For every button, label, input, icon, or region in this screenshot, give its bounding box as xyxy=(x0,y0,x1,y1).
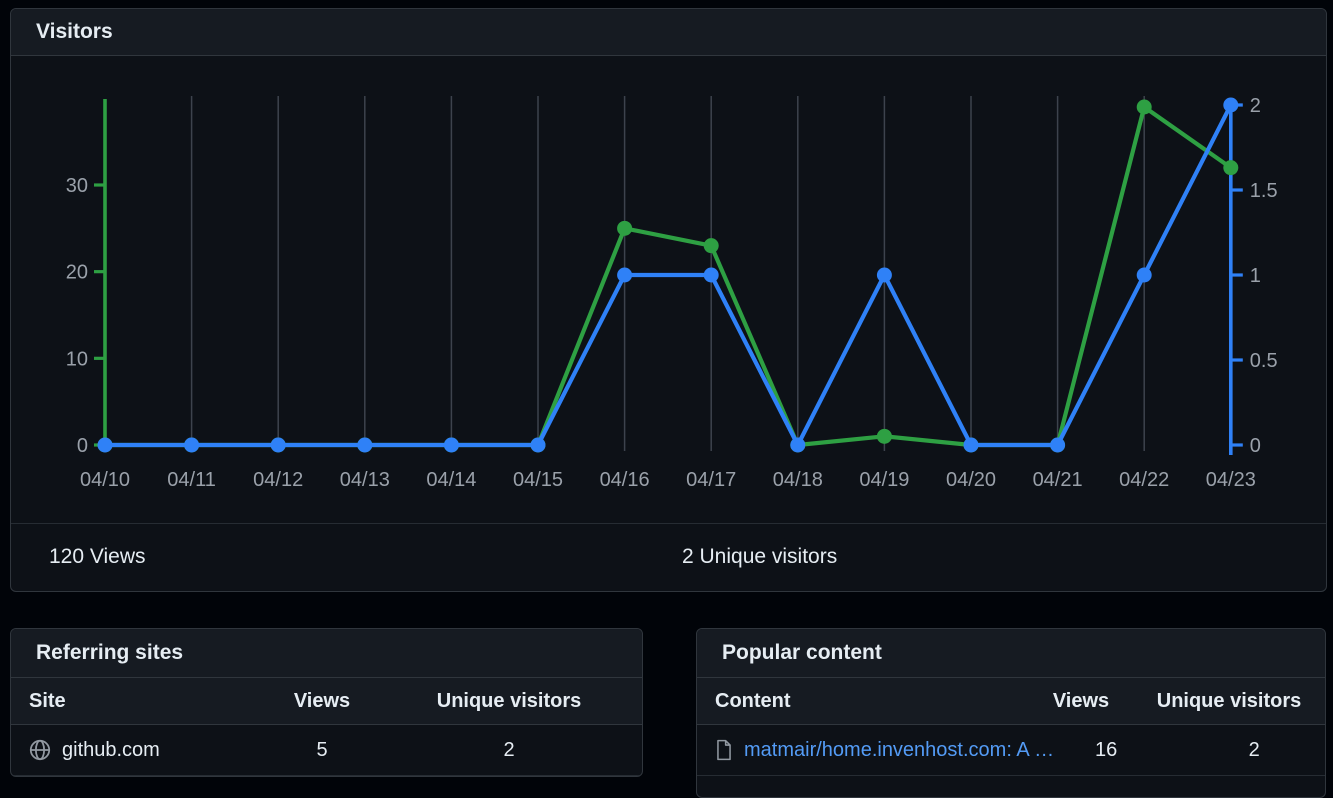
x-axis-date-label: 04/14 xyxy=(426,469,476,491)
left-axis-tick-label: 0 xyxy=(77,435,88,457)
unique-visitors-point[interactable] xyxy=(876,267,892,283)
referring-sites-header: Referring sites xyxy=(11,629,642,678)
visitors-line-chart[interactable]: 0 10 20 30 0 0.5 1 1.5 2 04/10 04/11 04/12 04/13 04/1… xyxy=(11,56,1326,523)
total-unique-visitors-label: 2 Unique visitors xyxy=(682,545,838,568)
unique-visitors-point[interactable] xyxy=(1136,267,1152,283)
unique-visitors-point[interactable] xyxy=(963,437,979,453)
views-point[interactable] xyxy=(703,238,719,254)
referring-sites-card: Referring sites Site Views Unique visito… xyxy=(10,628,643,777)
referring-site-views: 5 xyxy=(316,738,328,761)
file-icon xyxy=(715,739,733,761)
x-axis-date-label: 04/23 xyxy=(1206,469,1256,491)
unique-visitors-point[interactable] xyxy=(184,437,200,453)
visitors-title: Visitors xyxy=(36,20,113,43)
table-row: github.com 5 2 xyxy=(11,725,642,776)
column-header-unique-visitors: Unique visitors xyxy=(436,689,582,712)
popular-content-views: 16 xyxy=(1095,738,1118,761)
x-axis-date-label: 04/11 xyxy=(167,469,216,491)
left-axis-tick-label: 20 xyxy=(66,262,88,284)
table-row-partial xyxy=(697,776,1325,797)
column-header-views: Views xyxy=(293,689,351,712)
visitors-card: Visitors 0 10 20 30 0 0.5 1 1.5 2 04/10 04/11 04/12… xyxy=(10,8,1327,592)
referring-sites-column-headers: Site Views Unique visitors xyxy=(11,678,642,725)
column-header-views: Views xyxy=(1052,689,1110,712)
x-axis-date-label: 04/10 xyxy=(80,469,130,491)
views-point[interactable] xyxy=(1223,160,1239,176)
right-axis-tick-label: 0 xyxy=(1250,435,1261,457)
popular-content-column-headers: Content Views Unique visitors xyxy=(697,678,1325,725)
left-axis-tick-label: 10 xyxy=(66,348,88,370)
total-views-label: 120 Views xyxy=(49,545,146,568)
column-header-unique-visitors: Unique visitors xyxy=(1156,689,1302,712)
unique-visitors-point[interactable] xyxy=(790,437,806,453)
right-axis-tick-label: 0.5 xyxy=(1250,350,1278,372)
popular-content-title: Popular content xyxy=(722,641,882,664)
unique-visitors-point[interactable] xyxy=(1223,97,1239,113)
views-point[interactable] xyxy=(1136,99,1152,115)
x-axis-date-label: 04/17 xyxy=(686,469,736,491)
unique-visitors-point[interactable] xyxy=(443,437,459,453)
right-axis-tick-label: 2 xyxy=(1250,95,1261,117)
views-point[interactable] xyxy=(617,220,633,236)
unique-visitors-point[interactable] xyxy=(97,437,113,453)
unique-visitors-point[interactable] xyxy=(703,267,719,283)
unique-visitors-point[interactable] xyxy=(617,267,633,283)
right-axis-tick-label: 1.5 xyxy=(1250,180,1278,202)
referring-site-unique-visitors: 2 xyxy=(503,738,515,761)
popular-content-header: Popular content xyxy=(697,629,1325,678)
x-axis-date-label: 04/16 xyxy=(600,469,650,491)
column-header-content: Content xyxy=(715,689,791,712)
unique-visitors-point[interactable] xyxy=(530,437,546,453)
referring-site-name: github.com xyxy=(62,738,160,761)
x-axis-date-label: 04/18 xyxy=(773,469,823,491)
popular-content-card: Popular content Content Views Unique vis… xyxy=(696,628,1326,798)
right-axis-tick-label: 1 xyxy=(1250,265,1261,287)
x-axis-date-label: 04/22 xyxy=(1119,469,1169,491)
column-header-site: Site xyxy=(29,689,66,712)
unique-visitors-point[interactable] xyxy=(1050,437,1066,453)
unique-visitors-point[interactable] xyxy=(357,437,373,453)
x-axis-date-label: 04/12 xyxy=(253,469,303,491)
popular-content-link[interactable]: matmair/home.invenhost.com: A … xyxy=(744,738,1055,761)
x-axis-date-label: 04/15 xyxy=(513,469,563,491)
globe-icon xyxy=(29,739,51,761)
views-point[interactable] xyxy=(876,428,892,444)
table-row: matmair/home.invenhost.com: A … 16 2 xyxy=(697,725,1325,776)
x-axis-date-label: 04/20 xyxy=(946,469,996,491)
unique-visitors-point[interactable] xyxy=(270,437,286,453)
x-axis-date-label: 04/19 xyxy=(859,469,909,491)
unique-visitors-line xyxy=(102,102,1233,448)
chart-summary: 120 Views 2 Unique visitors xyxy=(11,523,1326,590)
x-axis-date-label: 04/21 xyxy=(1033,469,1083,491)
visitors-card-header: Visitors xyxy=(11,9,1326,56)
popular-content-unique-visitors: 2 xyxy=(1248,738,1260,761)
left-axis-tick-label: 30 xyxy=(66,175,88,197)
visitors-chart[interactable]: 0 10 20 30 0 0.5 1 1.5 2 04/10 04/11 04/12 04/13 04/1… xyxy=(11,56,1326,523)
referring-sites-title: Referring sites xyxy=(36,641,184,664)
x-axis-date-label: 04/13 xyxy=(340,469,390,491)
